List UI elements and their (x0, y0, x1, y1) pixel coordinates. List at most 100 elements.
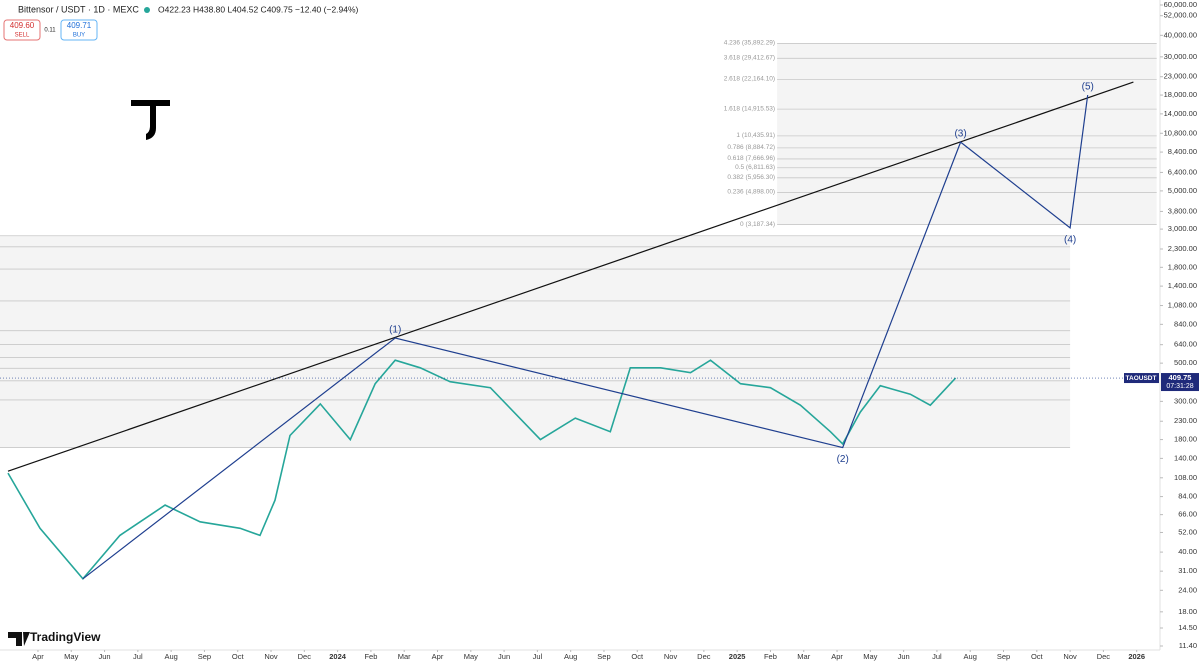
countdown: 07:31:28 (1166, 383, 1193, 390)
x-tick-label: Jul (533, 652, 543, 661)
y-tick-label: 66.00 (1178, 510, 1197, 519)
y-tick-label: 1,400.00 (1168, 281, 1197, 290)
x-tick-label: Mar (398, 652, 411, 661)
y-tick-label: 5,000.00 (1168, 186, 1197, 195)
fib-zone (0, 235, 1071, 448)
y-tick-label: 52.00 (1178, 527, 1197, 536)
x-tick-label: 2024 (329, 652, 347, 661)
y-tick-label: 500.00 (1174, 358, 1197, 367)
x-tick-label: Nov (664, 652, 678, 661)
x-tick-label: Sep (597, 652, 610, 661)
x-tick-label: Aug (564, 652, 577, 661)
x-tick-label: Dec (1097, 652, 1111, 661)
y-tick-label: 10,800.00 (1164, 128, 1197, 137)
buy-button[interactable] (60, 19, 98, 41)
wave-label: (5) (1082, 82, 1094, 93)
price-tag (1124, 373, 1159, 384)
x-tick-label: May (64, 652, 78, 661)
wave-label: (3) (954, 129, 966, 140)
tv-logo (8, 632, 30, 646)
x-tick-label: May (464, 652, 478, 661)
y-tick-label: 2,300.00 (1168, 244, 1197, 253)
x-tick-label: Jul (932, 652, 942, 661)
fib-label: 4.236 (35,892.29) (724, 40, 775, 47)
fib-label: 0.786 (8,884.72) (727, 144, 775, 151)
x-tick-label: Dec (298, 652, 312, 661)
price-label-bg (1161, 373, 1199, 392)
y-tick-label: 24.00 (1178, 585, 1197, 594)
y-tick-label: 840.00 (1174, 319, 1197, 328)
y-tick-label: 300.00 (1174, 396, 1197, 405)
price-tag-symbol: TAOUSDT (1126, 375, 1157, 382)
y-tick-label: 108.00 (1174, 473, 1197, 482)
sell-label: SELL (15, 33, 30, 39)
x-tick-label: Feb (364, 652, 377, 661)
x-tick-label: Aug (964, 652, 977, 661)
x-tick-label: Aug (164, 652, 177, 661)
x-tick-label: Apr (831, 652, 843, 661)
x-tick-label: Nov (1063, 652, 1077, 661)
y-tick-label: 18.00 (1178, 607, 1197, 616)
ohlc: O422.23 H438.80 L404.52 C409.75 −12.40 (… (158, 4, 359, 14)
x-tick-label: May (863, 652, 877, 661)
y-tick-label: 3,800.00 (1168, 206, 1197, 215)
fib-label: 1.618 (14,915.53) (724, 105, 775, 112)
plot-layer: 4.236 (2,744.85)3.618 (2,368.00)2.618 (1… (0, 40, 1160, 581)
sell-price: 409.60 (10, 21, 35, 30)
x-tick-label: Jul (133, 652, 143, 661)
fib-label: 0.236 (4,898.00) (727, 189, 775, 196)
fib-label: 0.382 (5,956.30) (727, 174, 775, 181)
x-tick-label: Dec (697, 652, 711, 661)
status-dot (144, 7, 150, 13)
x-tick-label: Oct (1031, 652, 1044, 661)
wave-label: (1) (389, 325, 401, 336)
brand: TradingView (30, 630, 101, 644)
x-tick-label: Apr (32, 652, 44, 661)
y-tick-label: 14.50 (1178, 623, 1197, 632)
wave-label: (4) (1064, 235, 1076, 246)
y-tick-label: 40,000.00 (1164, 30, 1197, 39)
symbol: Bittensor / USDT · 1D · MEXC (18, 4, 139, 14)
x-tick-label: Mar (797, 652, 810, 661)
fib-label: 1 (10,435.91) (736, 132, 775, 139)
y-tick-label: 30,000.00 (1164, 52, 1197, 61)
x-tick-label: 2026 (1128, 652, 1145, 661)
fib-label: 0.618 (7,666.96) (727, 155, 775, 162)
y-tick-label: 52,000.00 (1164, 11, 1197, 20)
x-tick-label: Oct (631, 652, 644, 661)
fib-label: 0.5 (6,811.63) (735, 164, 775, 171)
x-tick-label: 2025 (729, 652, 746, 661)
x-tick-label: Jun (498, 652, 510, 661)
buy-price: 409.71 (67, 21, 92, 30)
x-tick-label: Sep (997, 652, 1010, 661)
fib-label: 3.618 (29,412.67) (724, 55, 775, 62)
y-tick-label: 640.00 (1174, 340, 1197, 349)
y-tick-label: 1,800.00 (1168, 262, 1197, 271)
y-tick-label: 60,000.00 (1164, 0, 1197, 9)
y-tick-label: 11.40 (1179, 641, 1197, 650)
sell-button[interactable] (3, 19, 41, 41)
fib-zone (777, 43, 1157, 225)
y-tick-label: 140.00 (1174, 453, 1197, 462)
fib-label: 0 (3,187.34) (740, 221, 775, 228)
spread: 0.11 (44, 28, 56, 34)
x-tick-label: Apr (432, 652, 444, 661)
y-tick-label: 14,000.00 (1164, 109, 1197, 118)
y-tick-label: 180.00 (1174, 435, 1197, 444)
y-tick-label: 84.00 (1178, 492, 1197, 501)
x-tick-label: Sep (198, 652, 211, 661)
y-tick-label: 1,080.00 (1168, 301, 1197, 310)
wave-label: (2) (837, 454, 849, 465)
y-tick-label: 8,400.00 (1168, 147, 1197, 156)
y-tick-label: 18,000.00 (1164, 90, 1197, 99)
trendline (7, 81, 1134, 472)
y-tick-label: 40.00 (1178, 547, 1197, 556)
tao-logo (131, 100, 170, 140)
buy-label: BUY (73, 33, 85, 39)
y-tick-label: 230.00 (1174, 416, 1197, 425)
x-tick-label: Feb (764, 652, 777, 661)
fib-label: 2.618 (22,164.10) (724, 76, 775, 83)
price-label: 409.75 (1169, 373, 1192, 382)
y-tick-label: 23,000.00 (1164, 72, 1197, 81)
